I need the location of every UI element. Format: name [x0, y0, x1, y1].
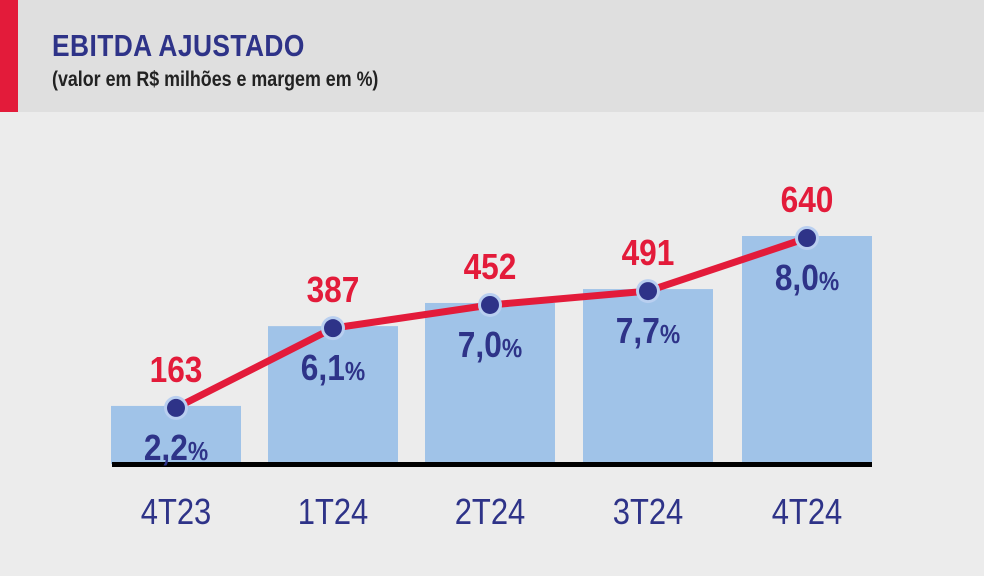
margin-value: 2,2 [144, 428, 188, 468]
bar-3T24 [583, 289, 713, 464]
value-label: 452 [464, 247, 517, 287]
value-label: 640 [781, 180, 834, 220]
marker-2T24 [481, 295, 499, 314]
percent-sign: % [188, 438, 209, 467]
category-label: 1T24 [298, 493, 369, 533]
percent-sign: % [345, 358, 366, 387]
percent-sign: % [502, 335, 523, 364]
margin-label: 6,1% [301, 348, 366, 388]
x-axis-baseline [112, 462, 872, 467]
chart-subtitle: (valor em R$ milhões e margem em %) [52, 68, 379, 91]
bar-4T24 [742, 236, 872, 464]
accent-bar [0, 0, 18, 112]
bar-1T24 [268, 326, 398, 464]
margin-value: 7,7 [616, 311, 660, 351]
marker-1T24 [324, 319, 342, 338]
percent-sign: % [660, 321, 681, 350]
marker-4T23 [167, 398, 185, 417]
value-label: 491 [622, 233, 675, 273]
margin-label: 8,0% [775, 258, 840, 298]
value-label: 387 [307, 270, 360, 310]
chart-title: EBITDA AJUSTADO [52, 28, 305, 63]
category-label: 4T24 [772, 493, 843, 533]
category-label: 2T24 [455, 493, 526, 533]
margin-value: 7,0 [458, 325, 502, 365]
percent-sign: % [819, 268, 840, 297]
category-label: 4T23 [141, 493, 212, 533]
margin-value: 6,1 [301, 348, 345, 388]
margin-label: 2,2% [144, 428, 209, 468]
margin-label: 7,7% [616, 311, 681, 351]
marker-4T24 [798, 229, 816, 247]
margin-value: 8,0 [775, 258, 819, 298]
header: EBITDA AJUSTADO (valor em R$ milhões e m… [0, 0, 984, 112]
marker-3T24 [639, 282, 657, 301]
margin-label: 7,0% [458, 325, 523, 365]
bar-2T24 [425, 302, 555, 464]
category-label: 3T24 [613, 493, 684, 533]
value-label: 163 [150, 350, 203, 390]
